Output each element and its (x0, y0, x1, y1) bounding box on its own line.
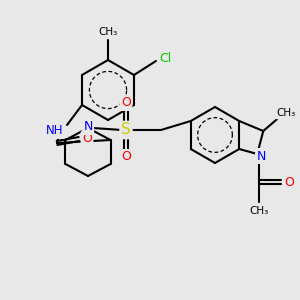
Text: O: O (82, 133, 92, 146)
Text: CH₃: CH₃ (98, 27, 118, 37)
Text: Cl: Cl (159, 52, 171, 64)
Text: CH₃: CH₃ (250, 206, 269, 216)
Text: O: O (121, 97, 131, 110)
Text: N: N (83, 121, 93, 134)
Text: N: N (256, 149, 266, 163)
Text: S: S (121, 122, 131, 137)
Text: O: O (284, 176, 294, 188)
Text: O: O (121, 151, 131, 164)
Text: CH₃: CH₃ (277, 108, 296, 118)
Text: NH: NH (46, 124, 64, 137)
